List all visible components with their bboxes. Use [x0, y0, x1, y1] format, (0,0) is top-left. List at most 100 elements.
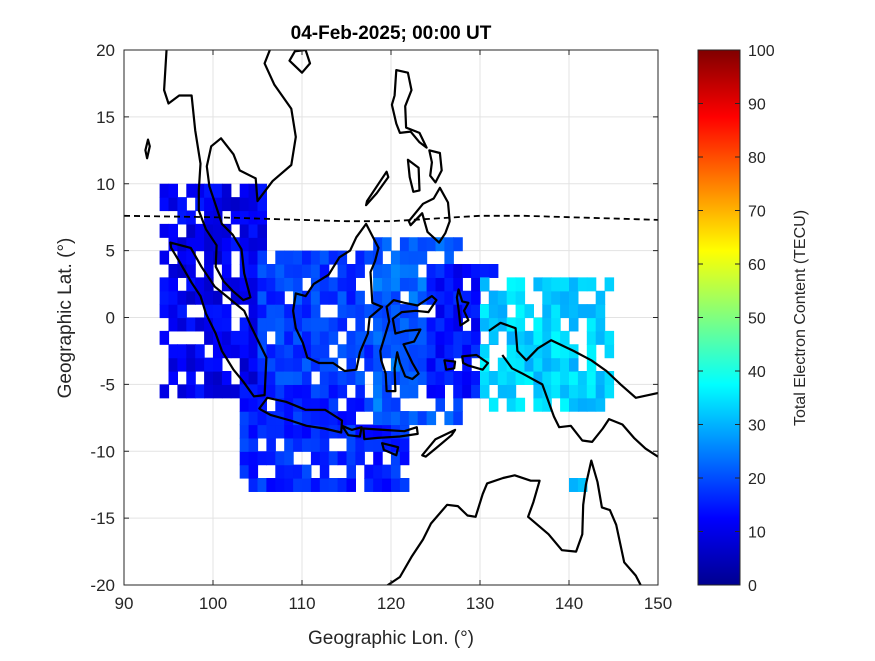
tec-cell [266, 437, 276, 452]
tec-cell [426, 371, 437, 385]
tec-cell [293, 304, 303, 319]
tec-cell [355, 371, 365, 385]
tec-cell [488, 397, 499, 412]
y-tick-label: 20 [96, 41, 115, 60]
tec-cell [177, 250, 187, 265]
tec-cell [204, 223, 214, 238]
tec-cell [515, 317, 526, 332]
tec-cell [569, 290, 579, 305]
tec-cell [239, 330, 250, 345]
coast-bali-lombok [340, 424, 363, 438]
tec-cell [159, 384, 170, 399]
tec-cell [382, 237, 392, 252]
tec-cell [604, 371, 615, 385]
tec-cell [480, 277, 490, 292]
tec-cell [159, 277, 170, 292]
x-tick-label: 110 [288, 594, 315, 613]
tec-cell [426, 264, 437, 278]
tec-cell [186, 264, 196, 278]
tec-cell [266, 344, 276, 359]
tec-cell [168, 371, 178, 385]
tec-cell [488, 304, 499, 319]
tec-cell [569, 357, 579, 372]
tec-cell [310, 304, 321, 319]
tec-cell [551, 290, 561, 305]
colorbar-tick-label: 50 [748, 311, 766, 328]
tec-cell [177, 344, 187, 359]
tec-cell [364, 304, 374, 319]
tec-cell [417, 290, 428, 305]
tec-cell [293, 264, 303, 278]
tec-cell [230, 277, 241, 292]
tec-cell [293, 371, 303, 385]
tec-cell [524, 344, 534, 359]
tec-cell [266, 411, 276, 426]
tec-cell [480, 357, 490, 372]
tec-cell [408, 264, 419, 278]
tec-cell [319, 464, 330, 479]
tec-cell [275, 451, 285, 466]
tec-cell [364, 464, 374, 479]
tec-cell [373, 384, 383, 399]
tec-cell [577, 277, 588, 292]
tec-cell [310, 264, 321, 278]
tec-cell [177, 237, 187, 252]
tec-cell [373, 344, 383, 359]
tec-cell [293, 277, 303, 292]
tec-cell [230, 330, 241, 345]
tec-cell [302, 397, 312, 412]
coast-hainan [288, 50, 312, 74]
tec-cell [310, 330, 321, 345]
colorbar-tick-label: 20 [748, 471, 766, 488]
tec-cell [497, 371, 508, 385]
tec-cell [310, 451, 321, 466]
tec-cell [284, 397, 294, 412]
tec-cell [266, 317, 276, 332]
coast-java [258, 396, 344, 434]
tec-cell [391, 397, 401, 412]
colorbar-ticks: 0 10 20 30 40 50 60 70 80 90 100 [698, 43, 775, 595]
tec-cell [355, 290, 365, 305]
tec-cell [204, 237, 214, 252]
tec-cell [319, 330, 330, 345]
tec-cell [302, 344, 312, 359]
tec-cell [328, 277, 339, 292]
tec-cell [284, 384, 294, 399]
tec-cell [577, 371, 588, 385]
tec-cell [399, 357, 410, 372]
tec-cell [204, 357, 214, 372]
tec-cell [248, 411, 259, 426]
tec-cell [319, 437, 330, 452]
tec-cell [310, 277, 321, 292]
tec-cell [391, 304, 401, 319]
tec-cell [506, 371, 517, 385]
tec-cell [284, 371, 294, 385]
tec-cell [230, 384, 241, 399]
coastlines [144, 50, 658, 585]
tec-cell [471, 304, 481, 319]
tec-cell [239, 451, 250, 466]
tec-cell [293, 384, 303, 399]
tec-cell [417, 250, 428, 265]
coast-borneo [292, 222, 384, 373]
tec-cell [453, 397, 463, 412]
tec-cell [480, 371, 490, 385]
tec-cell [453, 237, 463, 252]
tec-cell [408, 237, 419, 252]
tec-cell [310, 424, 321, 439]
tec-cell [399, 437, 410, 452]
tec-cell [364, 330, 374, 345]
tec-cell [221, 371, 232, 385]
tec-cell [319, 478, 330, 492]
tec-cell [266, 357, 276, 372]
tec-cell [382, 424, 392, 439]
tec-cell [230, 197, 241, 212]
tec-cell [417, 237, 428, 252]
tec-cell [275, 384, 285, 399]
tec-cell [257, 223, 267, 238]
coast-new-guinea-south [501, 354, 658, 459]
tec-cell [435, 397, 445, 412]
tec-cell [319, 317, 330, 332]
tec-cell [373, 357, 383, 372]
tec-cell [239, 397, 250, 412]
